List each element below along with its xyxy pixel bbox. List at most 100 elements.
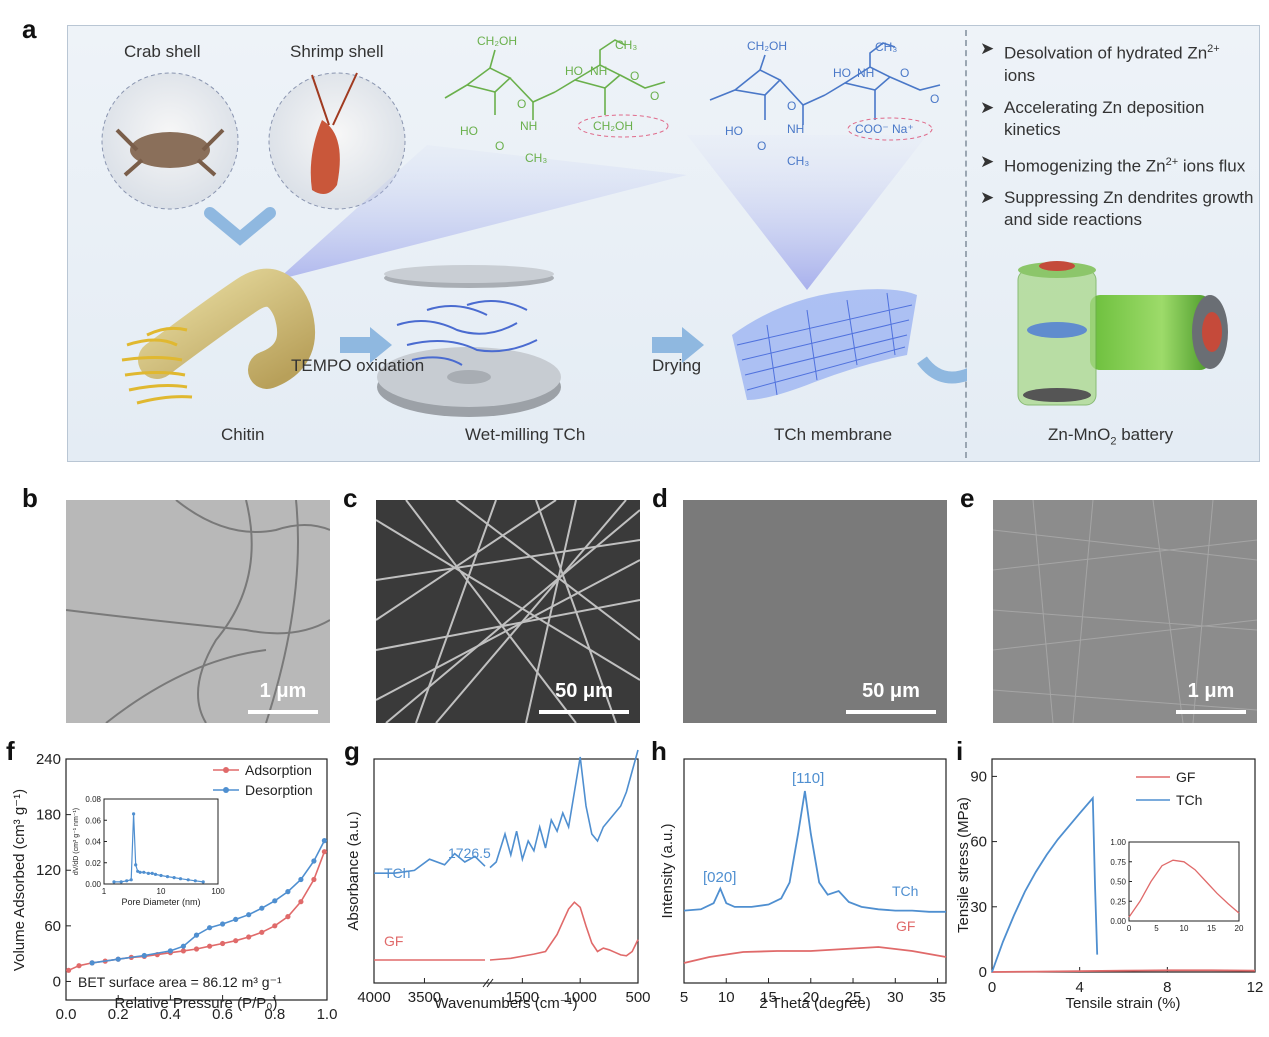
tick-label: 0 xyxy=(979,964,987,981)
tch-membrane-label: TCh membrane xyxy=(774,425,893,444)
crab-shell-label: Crab shell xyxy=(124,42,201,61)
bullet-item: ➤ Desolvation of hydrated Zn2+ ions xyxy=(980,39,1220,85)
peak-label-110: [110] xyxy=(792,770,824,787)
tick-label: 1.0 xyxy=(317,1006,338,1023)
scale-label: 1 μm xyxy=(259,680,307,702)
tick-label: 15 xyxy=(760,989,777,1006)
chart-g-frame xyxy=(373,758,639,984)
chart-f-frame xyxy=(65,758,328,1001)
tick-label: 0.00 xyxy=(1110,917,1126,926)
schematic-illustration xyxy=(101,72,967,417)
data-point-adsorption xyxy=(76,963,82,969)
tick-label: 0 xyxy=(988,979,996,996)
chem-label: O xyxy=(630,69,639,83)
data-point-adsorption xyxy=(272,923,278,929)
inset-data-point xyxy=(150,871,154,875)
chem-label: HO xyxy=(565,64,583,78)
data-point-desorption xyxy=(115,956,121,962)
chem-label: CH₂OH xyxy=(593,119,633,133)
tick-label: 4000 xyxy=(357,989,390,1006)
chart-h-ylabel: Intensity (a.u.) xyxy=(659,823,676,918)
tick-label: 0.8 xyxy=(264,1006,285,1023)
legend-gf: GF xyxy=(1176,769,1195,785)
tick-label: 3500 xyxy=(408,989,441,1006)
battery-image xyxy=(1017,261,1228,406)
chem-label: NH xyxy=(590,64,607,78)
data-point-desorption xyxy=(285,889,291,895)
shrimp-icon xyxy=(310,120,340,194)
series-line-tch xyxy=(374,852,486,874)
inset-data-point xyxy=(159,873,163,878)
data-point-adsorption xyxy=(193,946,200,952)
data-point-desorption xyxy=(141,952,147,959)
tick-label: 15 xyxy=(1207,924,1216,933)
data-point-desorption xyxy=(272,898,278,904)
tick-label: 0.06 xyxy=(85,816,101,825)
tick-label: 1000 xyxy=(564,989,597,1006)
inset-xlabel: Pore Diameter (nm) xyxy=(121,897,200,907)
inset-data-point xyxy=(165,875,170,879)
battery-label: Zn-MnO2 battery xyxy=(1048,425,1174,448)
inset-data-point xyxy=(193,879,197,883)
tick-label: 1500 xyxy=(506,989,539,1006)
drying-label: Drying xyxy=(652,356,702,375)
series-line-desorption xyxy=(91,840,326,964)
panel-d-letter: d xyxy=(652,483,668,513)
data-point-desorption xyxy=(246,912,252,918)
chart-i-frame xyxy=(991,758,1256,973)
inset-data-point xyxy=(178,877,183,881)
legend-tch: TCh xyxy=(1176,792,1202,808)
chem-label: HO xyxy=(460,124,478,138)
tick-label: 0 xyxy=(53,973,61,990)
inset-data-point xyxy=(125,879,129,883)
curved-arrow-icon xyxy=(917,356,967,384)
data-point-desorption xyxy=(207,925,213,931)
data-point-desorption xyxy=(259,905,265,911)
data-point-desorption xyxy=(180,943,186,949)
tick-label: 4 xyxy=(1075,979,1083,996)
series-line-tch xyxy=(489,749,639,869)
tick-label: 5 xyxy=(1154,924,1159,933)
inset-data-point xyxy=(134,863,138,867)
data-point-desorption xyxy=(298,876,304,883)
inset-data-point xyxy=(146,871,150,875)
chart-f: 0 60 120 180 240 0.0 0.2 0.4 0.6 0.8 1.0 Relative … xyxy=(11,751,337,1023)
chem-label: CH₃ xyxy=(525,151,547,165)
data-point-adsorption xyxy=(298,899,304,905)
inset-data-point xyxy=(132,812,136,816)
series-label-tch: TCh xyxy=(892,883,918,899)
tick-label: 0.00 xyxy=(85,880,101,889)
panel-f-letter: f xyxy=(6,736,15,766)
chitin-fiber-image xyxy=(138,268,316,389)
tick-label: 90 xyxy=(970,768,987,785)
tick-label: 1.00 xyxy=(1110,838,1126,847)
milled-fibers xyxy=(396,300,538,366)
tick-label: 240 xyxy=(36,751,61,768)
tick-label: 0.08 xyxy=(85,795,101,804)
wet-milling-label: Wet-milling TCh xyxy=(465,425,586,444)
data-point-desorption xyxy=(321,838,327,844)
arrow-right-icon xyxy=(652,327,704,363)
tick-label: 25 xyxy=(845,989,862,1006)
series-line-gf xyxy=(489,901,639,961)
tick-label: 180 xyxy=(36,807,61,824)
legend-desorption: Desorption xyxy=(245,782,313,798)
series-line-tch xyxy=(683,790,946,913)
data-point-adsorption xyxy=(259,929,265,935)
tick-label: 120 xyxy=(36,862,61,879)
green-chitin-structure: CH₂OH HO O NH O CH₃ CH₃ HO NH O CH₂OH O xyxy=(444,34,669,165)
chem-label: CH₃ xyxy=(615,38,637,52)
chem-label: COO⁻ Na⁺ xyxy=(855,122,914,136)
chitin-fibrils xyxy=(121,326,193,405)
tick-label: 0.75 xyxy=(1110,858,1126,867)
tempo-oxidation-label: TEMPO oxidation xyxy=(291,356,425,375)
bet-annotation: BET surface area = 86.12 m³ g⁻¹ xyxy=(78,974,282,990)
tick-label: 0.04 xyxy=(85,838,101,847)
inset-data-point xyxy=(136,869,140,873)
sem-image-e: 1 μm xyxy=(993,500,1257,723)
tick-label: 8 xyxy=(1163,979,1171,996)
panel-i-letter: i xyxy=(956,736,963,766)
peak-label-020: [020] xyxy=(703,869,736,886)
chart-g-xlabel: Wavenumbers (cm⁻¹) xyxy=(434,995,577,1012)
inset-data-point xyxy=(142,870,146,874)
